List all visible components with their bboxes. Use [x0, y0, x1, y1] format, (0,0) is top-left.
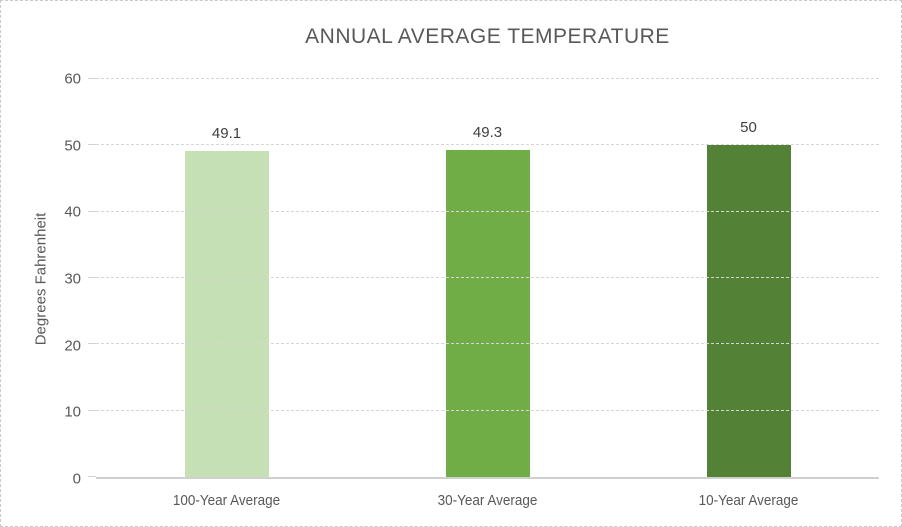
y-tick-label: 0 — [72, 470, 81, 488]
y-tick-label: 40 — [64, 203, 81, 221]
y-tick-label: 10 — [64, 403, 81, 421]
gridline — [96, 78, 879, 79]
plot-area: 49.1 49.3 50 — [88, 78, 879, 479]
chart-title: ANNUAL AVERAGE TEMPERATURE — [305, 25, 670, 48]
bar — [445, 149, 530, 477]
y-tick-mark — [88, 409, 96, 411]
bar-data-label: 50 — [740, 119, 757, 137]
x-tick-label: 10-Year Average — [698, 492, 799, 509]
gridline — [96, 343, 879, 345]
y-tick-mark — [88, 476, 96, 477]
y-axis-labels: 0 10 20 30 40 50 60 — [1, 72, 81, 487]
bar — [184, 151, 269, 477]
bar — [706, 145, 791, 477]
y-tick-label: 20 — [64, 337, 81, 355]
y-tick-label: 50 — [64, 137, 81, 155]
bar-slot: 49.1 — [96, 79, 357, 477]
bar-data-label: 49.3 — [472, 123, 503, 141]
gridline — [96, 409, 879, 411]
x-tick-label: 100-Year Average — [172, 492, 281, 509]
y-tick-mark — [88, 210, 96, 212]
gridline — [96, 210, 879, 212]
gridline — [96, 144, 879, 146]
y-tick-mark — [88, 144, 96, 146]
bar-slot: 49.3 — [357, 79, 618, 477]
gridline — [96, 277, 879, 278]
x-tick-label: 30-Year Average — [437, 492, 538, 509]
y-tick-label: 60 — [64, 70, 81, 88]
bar-slot: 50 — [618, 79, 879, 477]
y-tick-mark — [88, 277, 96, 278]
x-axis-labels: 100-Year Average 30-Year Average 10-Year A… — [96, 481, 879, 509]
y-tick-mark — [88, 78, 96, 79]
y-tick-mark — [88, 343, 96, 345]
y-tick-label: 30 — [64, 270, 81, 288]
bar-data-label: 49.1 — [211, 125, 242, 143]
bars-row: 49.1 49.3 50 — [96, 79, 879, 477]
